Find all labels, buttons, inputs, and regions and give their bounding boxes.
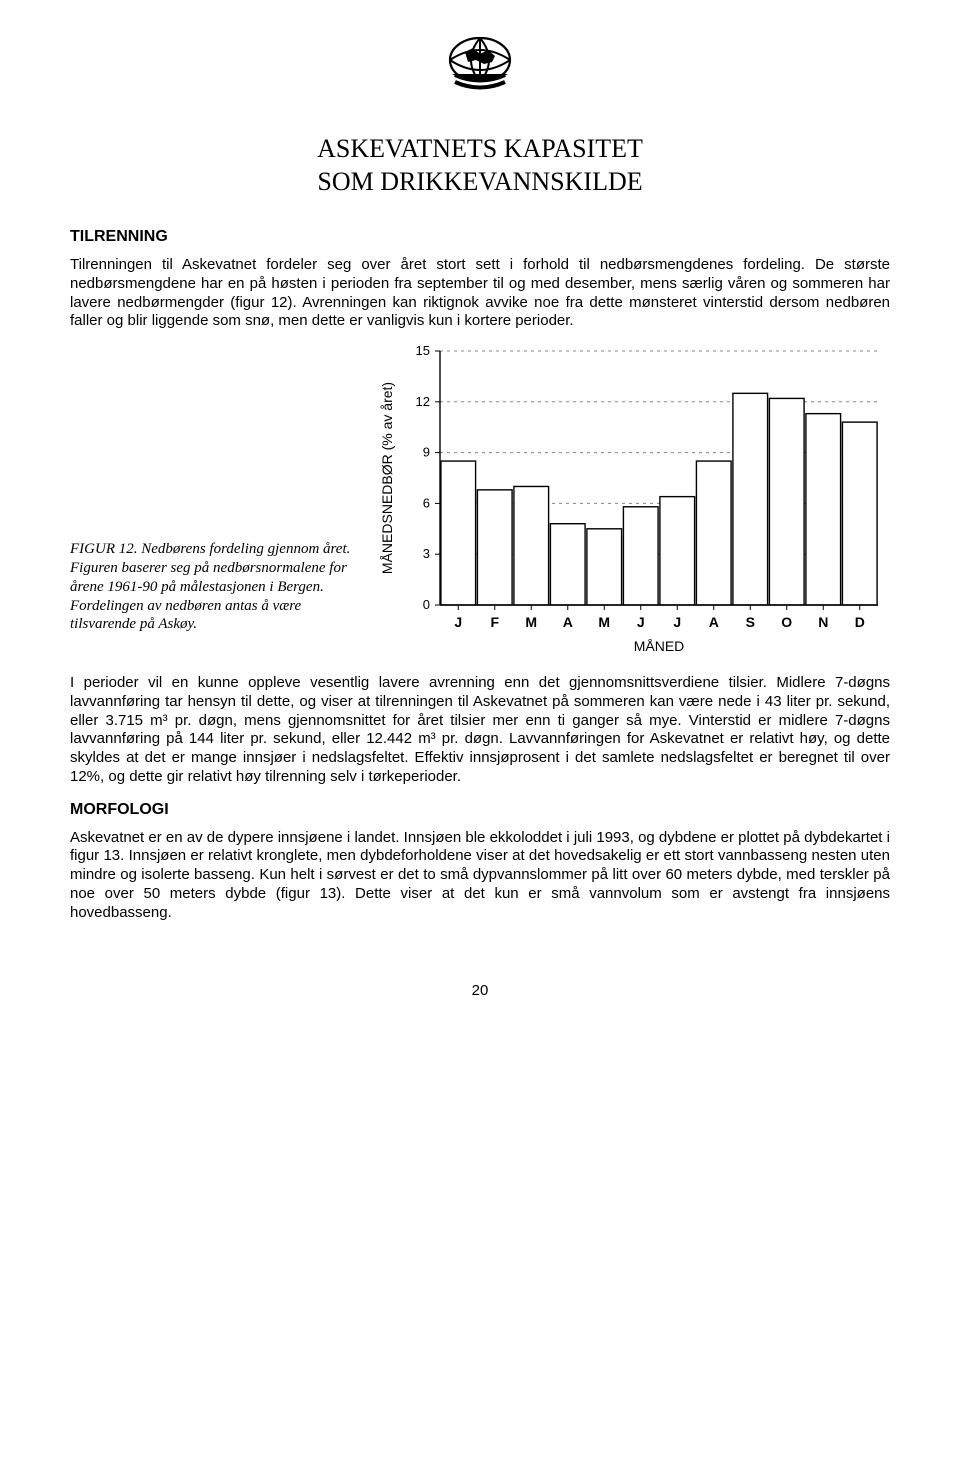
- heading-line-2: SOM DRIKKEVANNSKILDE: [70, 166, 890, 199]
- svg-text:15: 15: [416, 343, 430, 358]
- svg-text:J: J: [454, 614, 462, 630]
- svg-text:F: F: [490, 614, 499, 630]
- section-tilrenning-title: TILRENNING: [70, 228, 890, 246]
- svg-text:D: D: [855, 614, 865, 630]
- svg-text:6: 6: [423, 495, 430, 510]
- logo: [70, 30, 890, 103]
- paragraph-3: Askevatnet er en av de dypere innsjøene …: [70, 829, 890, 923]
- svg-text:MÅNEDSNEDBØR (% av året): MÅNEDSNEDBØR (% av året): [379, 382, 395, 574]
- svg-text:M: M: [525, 614, 537, 630]
- svg-text:J: J: [637, 614, 645, 630]
- chart-row: FIGUR 12. Nedbørens fordeling gjennom år…: [70, 339, 890, 664]
- page-number: 20: [70, 982, 890, 999]
- svg-text:O: O: [781, 614, 792, 630]
- svg-text:J: J: [673, 614, 681, 630]
- svg-text:S: S: [746, 614, 755, 630]
- page: ASKEVATNETS KAPASITET SOM DRIKKEVANNSKIL…: [0, 0, 960, 1029]
- section-morfologi-title: MORFOLOGI: [70, 801, 890, 819]
- svg-text:3: 3: [423, 546, 430, 561]
- chart-svg: 0 3 6 9 12 15 J F M A M J J A S O N D MÅNED MÅNEDSNEDBØR (%…: [370, 339, 890, 659]
- paragraph-1: Tilrenningen til Askevatnet fordeler seg…: [70, 256, 890, 331]
- figure-caption: FIGUR 12. Nedbørens fordeling gjennom år…: [70, 540, 370, 664]
- main-heading: ASKEVATNETS KAPASITET SOM DRIKKEVANNSKIL…: [70, 133, 890, 198]
- svg-text:MÅNED: MÅNED: [634, 638, 685, 654]
- paragraph-2: I perioder vil en kunne oppleve vesentli…: [70, 674, 890, 787]
- svg-text:A: A: [709, 614, 719, 630]
- bar-chart: 0 3 6 9 12 15 J F M A M J J A S O N D MÅNED MÅNEDSNEDBØR (%…: [370, 339, 890, 664]
- globe-icon: [440, 30, 520, 98]
- heading-line-1: ASKEVATNETS KAPASITET: [70, 133, 890, 166]
- svg-text:N: N: [818, 614, 828, 630]
- svg-text:A: A: [563, 614, 573, 630]
- svg-text:M: M: [598, 614, 610, 630]
- svg-text:0: 0: [423, 597, 430, 612]
- svg-text:12: 12: [416, 394, 430, 409]
- svg-text:9: 9: [423, 445, 430, 460]
